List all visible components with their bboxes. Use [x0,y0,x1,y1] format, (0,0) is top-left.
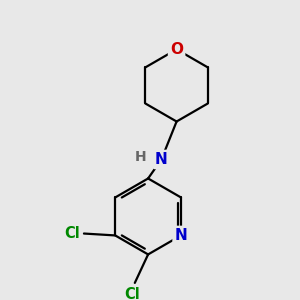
Text: O: O [170,42,183,57]
Text: N: N [175,228,188,243]
Text: H: H [135,150,146,164]
Text: N: N [155,152,168,167]
Text: Cl: Cl [64,226,80,241]
Text: Cl: Cl [124,287,140,300]
